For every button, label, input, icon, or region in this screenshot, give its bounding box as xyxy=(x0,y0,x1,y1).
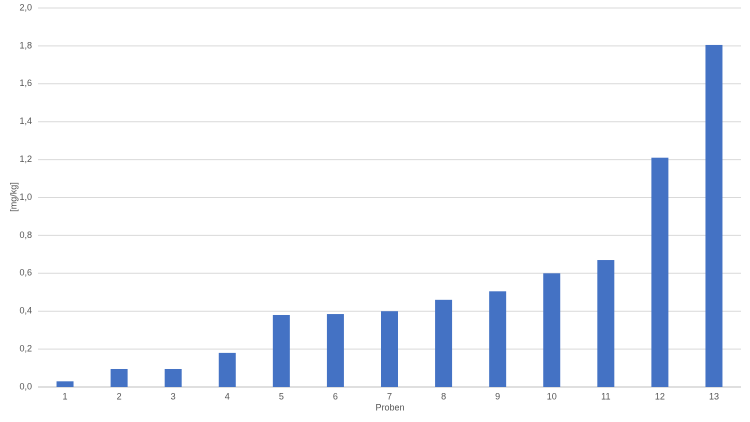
y-tick-label: 1,0 xyxy=(19,192,32,202)
y-tick-label: 1,6 xyxy=(19,78,32,88)
y-tick-label: 1,8 xyxy=(19,40,32,50)
bar xyxy=(489,291,507,387)
y-tick-label: 0,6 xyxy=(19,268,32,278)
bar xyxy=(597,260,615,387)
bar xyxy=(705,44,723,387)
y-tick-label: 1,2 xyxy=(19,154,32,164)
y-tick-label: 0,0 xyxy=(19,381,32,391)
bar xyxy=(651,157,669,387)
x-tick-label: 13 xyxy=(709,391,719,401)
x-tick-label: 9 xyxy=(495,391,500,401)
bar xyxy=(272,314,290,387)
y-tick-label: 0,2 xyxy=(19,343,32,353)
x-tick-label: 7 xyxy=(387,391,392,401)
y-tick-label: 2,0 xyxy=(19,2,32,12)
bar xyxy=(218,352,236,387)
x-tick-label: 4 xyxy=(225,391,230,401)
y-tick-label: 0,8 xyxy=(19,230,32,240)
x-tick-label: 11 xyxy=(601,391,610,401)
bar xyxy=(381,311,398,387)
bar xyxy=(543,273,561,387)
bar xyxy=(56,381,74,387)
bar xyxy=(110,368,128,387)
x-tick-label: 3 xyxy=(171,391,176,401)
x-axis-label: Proben xyxy=(375,402,404,412)
x-tick-label: 2 xyxy=(117,391,122,401)
x-tick-label: 8 xyxy=(441,391,446,401)
x-tick-label: 5 xyxy=(279,391,284,401)
y-axis-label: [mg/kg] xyxy=(8,182,18,212)
y-tick-label: 1,4 xyxy=(19,116,32,126)
x-tick-label: 6 xyxy=(333,391,338,401)
bar xyxy=(164,368,182,387)
x-tick-label: 12 xyxy=(655,391,665,401)
x-tick-label: 10 xyxy=(547,391,557,401)
y-tick-label: 0,4 xyxy=(19,306,32,316)
bar xyxy=(435,299,453,387)
bar xyxy=(326,314,344,387)
x-tick-label: 1 xyxy=(63,391,68,401)
